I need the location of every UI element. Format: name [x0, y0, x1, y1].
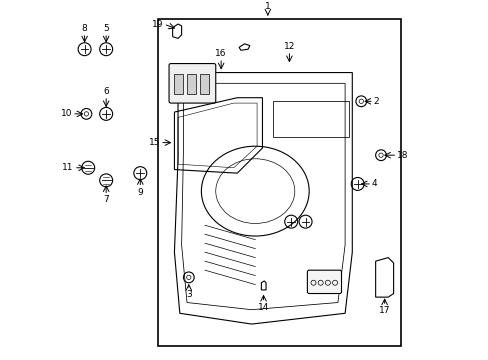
Bar: [158, 19, 400, 346]
Text: 6: 6: [103, 87, 109, 96]
Text: 9: 9: [137, 188, 143, 197]
Text: 12: 12: [283, 42, 294, 51]
Bar: [199, 75, 208, 94]
Text: 19: 19: [152, 19, 163, 28]
Text: 2: 2: [373, 97, 379, 106]
Text: 11: 11: [62, 163, 74, 172]
Text: 13: 13: [319, 283, 330, 292]
Text: 8: 8: [81, 24, 87, 33]
Bar: [186, 75, 196, 94]
Text: 10: 10: [61, 109, 72, 118]
Text: 16: 16: [215, 49, 226, 58]
Text: 4: 4: [371, 179, 377, 188]
Text: 3: 3: [185, 290, 191, 299]
FancyBboxPatch shape: [169, 64, 215, 103]
FancyBboxPatch shape: [307, 270, 341, 293]
Text: 5: 5: [103, 24, 109, 33]
Text: 7: 7: [103, 195, 109, 204]
Bar: [174, 75, 183, 94]
Text: 15: 15: [148, 138, 160, 147]
Text: 17: 17: [378, 306, 389, 315]
Text: 18: 18: [396, 151, 408, 160]
Text: 1: 1: [264, 3, 270, 12]
Text: 14: 14: [257, 302, 269, 311]
